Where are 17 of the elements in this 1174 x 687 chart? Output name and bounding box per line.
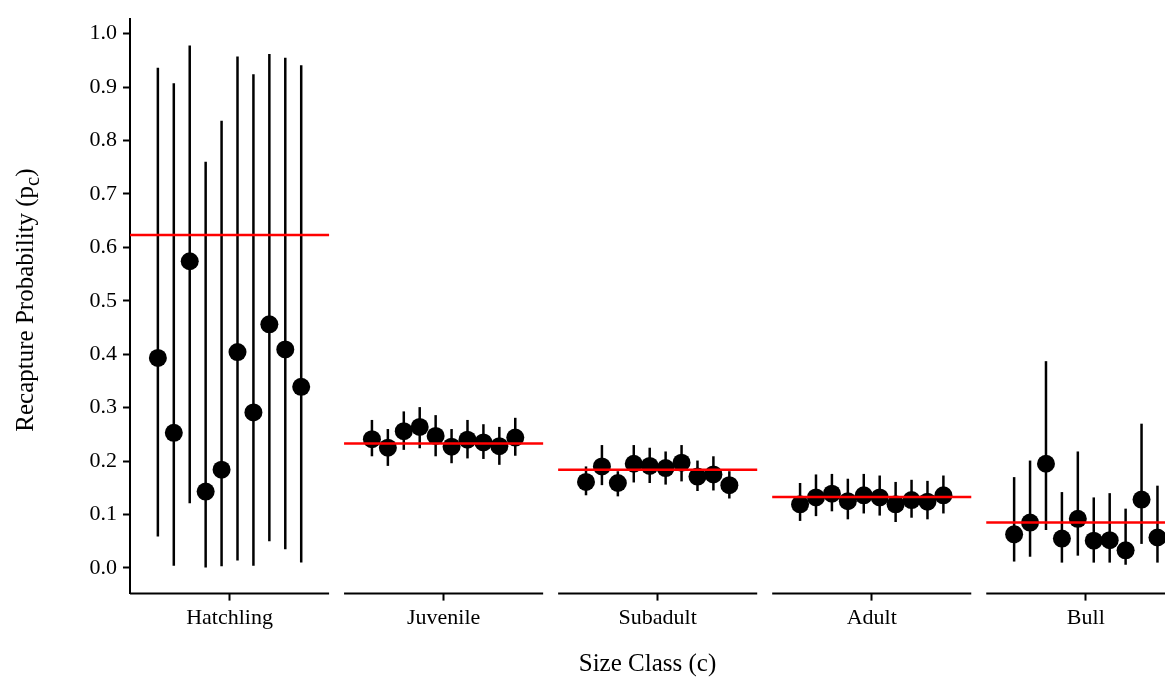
y-tick-label: 0.3: [89, 393, 117, 419]
x-tick-label: Subadult: [618, 603, 697, 629]
x-tick-label: Hatchling: [186, 603, 273, 629]
y-tick-label: 0.0: [89, 553, 117, 579]
y-tick-label: 0.1: [89, 500, 117, 526]
y-tick-label: 0.6: [89, 233, 117, 259]
y-tick-label: 0.8: [89, 126, 117, 152]
y-tick-label: 0.4: [89, 340, 117, 365]
x-tick-label: Bull: [1066, 603, 1105, 629]
x-tick-label: Juvenile: [406, 603, 481, 629]
y-tick-label: 0.9: [89, 72, 117, 98]
y-tick-label: 0.5: [89, 286, 117, 312]
x-axis-title: Size Class (c): [578, 648, 717, 677]
y-tick-label: 1.0: [89, 19, 117, 45]
y-tick-label: 0.7: [89, 179, 117, 205]
y-tick-label: 0.2: [89, 446, 117, 472]
x-tick-label: Adult: [846, 603, 897, 629]
